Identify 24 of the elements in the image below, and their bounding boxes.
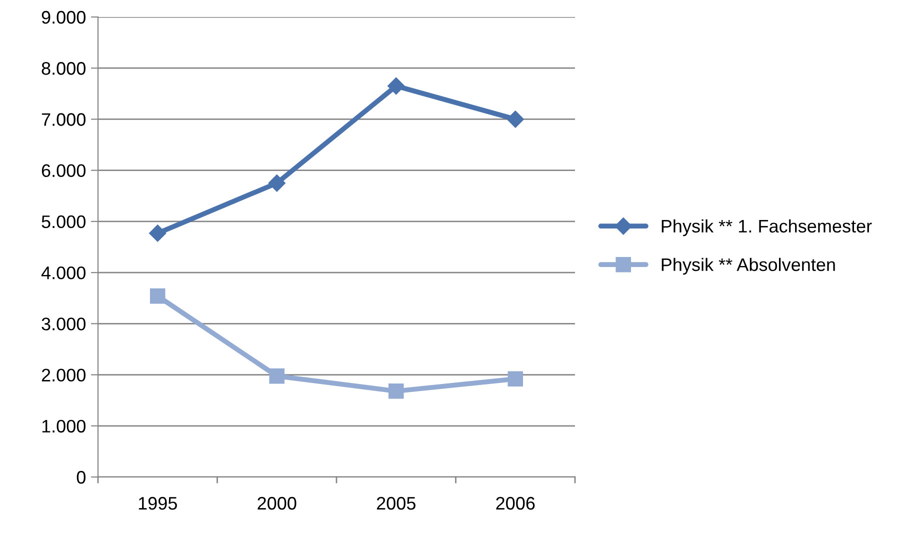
- x-tick-label: 2006: [496, 496, 535, 510]
- point: [149, 224, 166, 242]
- x-tick-label: 1995: [138, 496, 177, 510]
- y-tick-label: 6.000: [42, 164, 86, 178]
- point: [388, 383, 404, 399]
- x-tick-label: 2000: [258, 496, 296, 510]
- y-tick-label: 1.000: [42, 420, 86, 433]
- y-tick-label: 7.000: [42, 113, 86, 126]
- point: [506, 110, 524, 128]
- point: [150, 288, 166, 304]
- point: [268, 174, 286, 192]
- point: [388, 77, 405, 95]
- point: [269, 368, 285, 384]
- y-tick-label: 2.000: [42, 368, 86, 382]
- y-tick-label: 0: [76, 470, 86, 484]
- y-tick-label: 9.000: [42, 10, 86, 24]
- y-tick-label: 5.000: [42, 215, 86, 228]
- x-tick-label: 2005: [376, 496, 416, 510]
- y-tick-label: 4.000: [41, 266, 86, 280]
- y-tick-label: 3.000: [42, 318, 86, 330]
- legend-label: Physik ** 1. Fachsemester: [662, 219, 872, 236]
- legend-label: Physik ** Absolventen: [662, 258, 835, 275]
- y-tick-label: 8.000: [42, 62, 86, 75]
- point: [508, 371, 524, 387]
